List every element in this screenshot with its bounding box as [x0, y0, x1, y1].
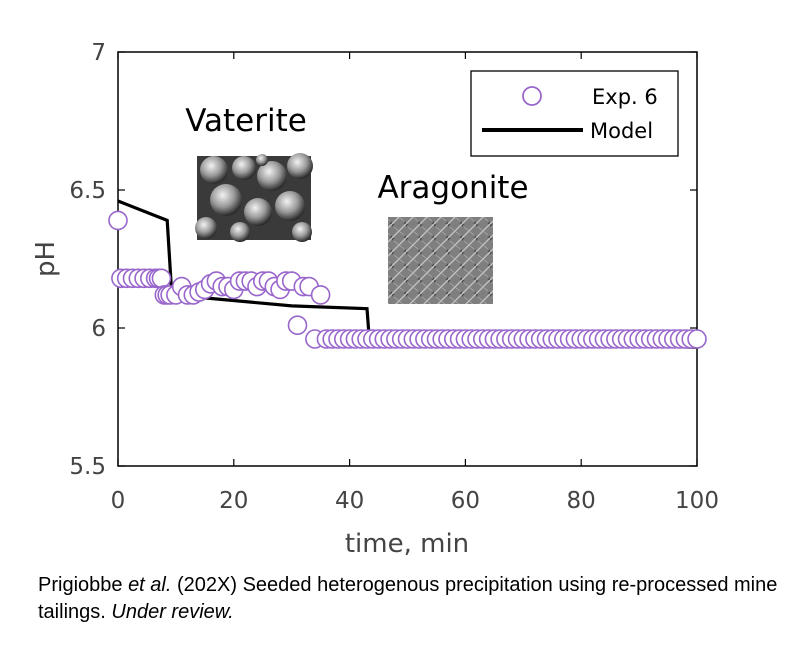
- x-axis-label: time, min: [345, 529, 469, 559]
- x-tick-label: 0: [111, 488, 126, 514]
- exp6-point: [687, 329, 707, 349]
- legend-label-model: Model: [590, 119, 653, 143]
- x-tick-label: 60: [451, 488, 480, 514]
- caption-authors: Prigiobbe: [38, 574, 129, 596]
- x-tick-label: 80: [567, 488, 596, 514]
- aragonite-micrograph: [388, 217, 493, 304]
- y-tick-label: 7: [91, 40, 106, 66]
- vaterite-label: Vaterite: [185, 103, 307, 139]
- legend-box: [470, 70, 679, 157]
- aragonite-label: Aragonite: [377, 170, 528, 206]
- y-tick-label: 6: [91, 316, 106, 342]
- exp6-point: [108, 210, 128, 231]
- y-tick-label: 5.5: [69, 454, 106, 480]
- caption-body: (202X) Seeded heterogenous precipitation…: [38, 574, 778, 623]
- caption-status: Under review.: [111, 601, 234, 623]
- x-tick-label: 20: [219, 488, 248, 514]
- caption-etal: et al.: [128, 574, 172, 596]
- vaterite-micrograph: [195, 153, 313, 242]
- y-tick-label: 6.5: [69, 178, 106, 204]
- y-axis-label: pH: [31, 241, 61, 277]
- x-tick-label: 100: [675, 488, 719, 514]
- legend: Exp. 6 Model: [470, 70, 679, 157]
- exp6-point: [310, 285, 331, 305]
- legend-label-exp6: Exp. 6: [592, 85, 658, 109]
- legend-marker-exp6: [522, 86, 542, 106]
- x-tick-label: 40: [335, 488, 364, 514]
- exp6-point: [287, 315, 308, 336]
- figure-caption: Prigiobbe et al. (202X) Seeded heterogen…: [38, 572, 778, 626]
- exp6-point: [151, 268, 172, 289]
